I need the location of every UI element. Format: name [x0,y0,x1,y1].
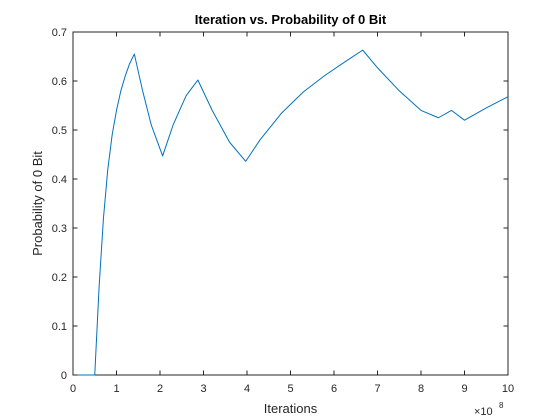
x-axis-label: Iterations [264,401,318,416]
series-line-0 [73,49,509,376]
x-tick-label-6: 6 [331,383,337,395]
axes-box [72,31,509,376]
x-tick-label-10: 10 [502,383,514,395]
y-tick-label-4: 0.4 [52,174,67,186]
y-tick-label-7: 0.7 [52,27,67,39]
y-tick-marks [73,31,508,376]
y-tick-label-1: 0.1 [52,321,67,333]
y-tick-label-3: 0.3 [52,223,67,235]
x-multiplier: ×10 8 [474,401,504,418]
x-multiplier-exponent: 8 [499,401,504,410]
x-tick-label-1: 1 [113,383,119,395]
x-multiplier-base: ×10 [474,406,493,418]
y-tick-label-6: 0.6 [52,76,67,88]
x-tick-label-0: 0 [70,383,76,395]
plot-area: 0 1 2 3 4 5 6 7 8 9 10 0 0.1 0.2 0.3 0.4 0.5 0.6 0.7 [52,27,514,395]
y-axis-label: Probability of 0 Bit [30,151,45,256]
x-tick-label-8: 8 [418,383,424,395]
y-tick-label-2: 0.2 [52,272,67,284]
y-tick-labels: 0 0.1 0.2 0.3 0.4 0.5 0.6 0.7 [52,27,67,382]
x-tick-label-2: 2 [157,383,163,395]
x-tick-label-5: 5 [287,383,293,395]
x-tick-marks [72,32,509,375]
x-tick-label-4: 4 [244,383,250,395]
series-layer [73,49,509,376]
y-tick-label-0: 0 [61,370,67,382]
x-tick-labels: 0 1 2 3 4 5 6 7 8 9 10 [70,383,514,395]
x-tick-label-9: 9 [461,383,467,395]
x-tick-label-7: 7 [374,383,380,395]
y-tick-label-5: 0.5 [52,125,67,137]
x-tick-label-3: 3 [200,383,206,395]
chart-title: Iteration vs. Probability of 0 Bit [195,12,387,27]
